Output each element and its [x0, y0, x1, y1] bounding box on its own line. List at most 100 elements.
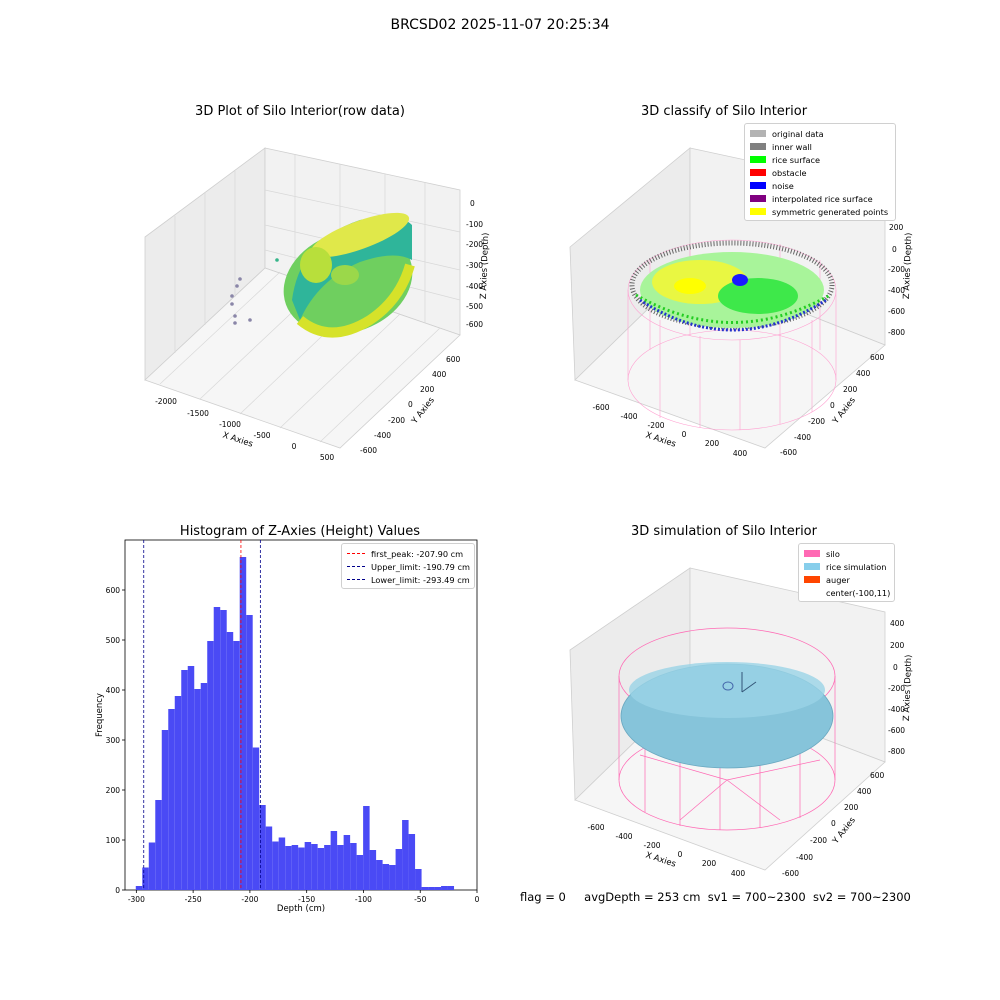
- legend-swatch: [750, 143, 766, 150]
- histogram-bar: [330, 831, 338, 890]
- tick-label: -2000: [155, 397, 177, 406]
- tick-label: -600: [592, 403, 609, 412]
- tick-label: 0: [682, 430, 687, 439]
- legend-item: silo: [804, 547, 888, 560]
- histogram-bar: [382, 864, 390, 890]
- tick-label: 600: [446, 355, 461, 364]
- tick-label: 400: [432, 370, 447, 379]
- histogram-bar: [376, 860, 383, 890]
- classify-plot-points: [629, 240, 835, 332]
- tick-label: -800: [888, 747, 905, 756]
- y-tick-label: 300: [106, 736, 121, 745]
- histogram-bar: [408, 834, 416, 890]
- tick-label: 500: [320, 453, 335, 462]
- histogram-bar: [356, 855, 364, 890]
- tick-label: -400: [374, 431, 391, 440]
- status-flag: flag = 0: [520, 890, 566, 904]
- simulation-plot-title: 3D simulation of Silo Interior: [631, 524, 817, 539]
- tick-label: -400: [794, 433, 811, 442]
- x-tick-label: -50: [414, 895, 426, 904]
- tick-label: -400: [615, 832, 632, 841]
- tick-label: -200: [888, 265, 905, 274]
- histogram-title: Histogram of Z-Axies (Height) Values: [179, 524, 421, 539]
- tick-label: 200: [702, 859, 717, 868]
- histogram-bar: [350, 843, 357, 890]
- legend-label: obstacle: [772, 167, 807, 178]
- histogram-bar: [168, 709, 175, 890]
- x-tick-label: -250: [185, 895, 202, 904]
- histogram-bar: [311, 844, 318, 890]
- tick-label: -300: [466, 261, 483, 270]
- histogram-bar: [337, 845, 344, 890]
- histogram-bar: [226, 632, 234, 890]
- classify-plot-xticks: -600 -400 -200 0 200 400: [592, 403, 747, 458]
- legend-label: silo: [826, 548, 840, 559]
- tick-label: -200: [888, 684, 905, 693]
- legend-label: rice surface: [772, 154, 821, 165]
- legend-swatch: [804, 563, 820, 570]
- raw-plot-zticks: 0 -100 -200 -300 -400 -500 -600: [466, 199, 483, 329]
- histogram-bar: [207, 641, 214, 890]
- histogram-bar: [369, 850, 377, 890]
- legend-swatch: [804, 576, 820, 583]
- tick-label: 0: [678, 850, 683, 859]
- histogram-bar: [155, 800, 162, 890]
- y-tick-label: 100: [106, 836, 121, 845]
- histogram-bar: [194, 689, 201, 890]
- tick-label: 0: [892, 245, 897, 254]
- tick-label: 0: [831, 819, 836, 828]
- classify-legend: original data inner wall rice surface ob…: [744, 123, 896, 221]
- tick-label: 0: [408, 400, 413, 409]
- tick-label: 600: [870, 771, 885, 780]
- histogram-bar: [317, 848, 325, 890]
- raw-plot-title: 3D Plot of Silo Interior(row data): [195, 104, 405, 119]
- legend-item: interpolated rice surface: [750, 192, 889, 205]
- raw-plot-yticks: -600 -400 -200 0 200 400 600: [360, 355, 461, 455]
- tick-label: -600: [888, 307, 905, 316]
- simulation-plot-xticks: -600 -400 -200 0 200 400: [587, 823, 745, 878]
- legend-item: rice simulation: [804, 560, 888, 573]
- tick-label: -600: [360, 446, 377, 455]
- legend-line: [347, 553, 365, 554]
- tick-label: -400: [888, 705, 905, 714]
- legend-label: interpolated rice surface: [772, 193, 873, 204]
- tick-label: 400: [890, 619, 905, 628]
- histogram-bar: [259, 805, 266, 890]
- tick-label: -100: [466, 220, 483, 229]
- histogram-bar: [343, 835, 351, 890]
- histogram-bar: [363, 806, 370, 890]
- classify-plot-yticks: -600 -400 -200 0 200 400 600: [780, 353, 885, 457]
- y-tick-label: 400: [106, 686, 121, 695]
- tick-label: -500: [466, 302, 483, 311]
- tick-label: -400: [466, 282, 483, 291]
- tick-label: 200: [843, 385, 858, 394]
- legend-label: rice simulation: [826, 561, 887, 572]
- histogram-xticks: -300 -250 -200 -150 -100 -50 0: [128, 890, 480, 904]
- histogram-bar: [239, 557, 247, 890]
- histogram-bar: [415, 869, 422, 890]
- tick-label: 200: [890, 641, 905, 650]
- tick-label: -200: [647, 421, 664, 430]
- legend-item: inner wall: [750, 140, 889, 153]
- tick-label: 200: [705, 439, 720, 448]
- histogram-bar: [402, 820, 409, 890]
- tick-label: 200: [420, 385, 435, 394]
- legend-label: noise: [772, 180, 794, 191]
- histogram-bar: [174, 696, 182, 890]
- histogram-ylabel: Frequency: [95, 693, 105, 737]
- legend-swatch: [750, 182, 766, 189]
- legend-swatch: [804, 550, 820, 557]
- tick-label: -200: [466, 240, 483, 249]
- x-tick-label: 0: [475, 895, 480, 904]
- histogram-bar: [220, 610, 227, 890]
- histogram-bar: [285, 846, 292, 890]
- legend-swatch: [750, 169, 766, 176]
- histogram-bar: [148, 842, 156, 890]
- histogram-bar: [135, 886, 143, 890]
- simulation-plot-xlabel: X Axies: [644, 850, 677, 869]
- tick-label: 600: [870, 353, 885, 362]
- tick-label: 400: [731, 869, 746, 878]
- legend-item: auger: [804, 573, 888, 586]
- histogram-bar: [142, 867, 149, 890]
